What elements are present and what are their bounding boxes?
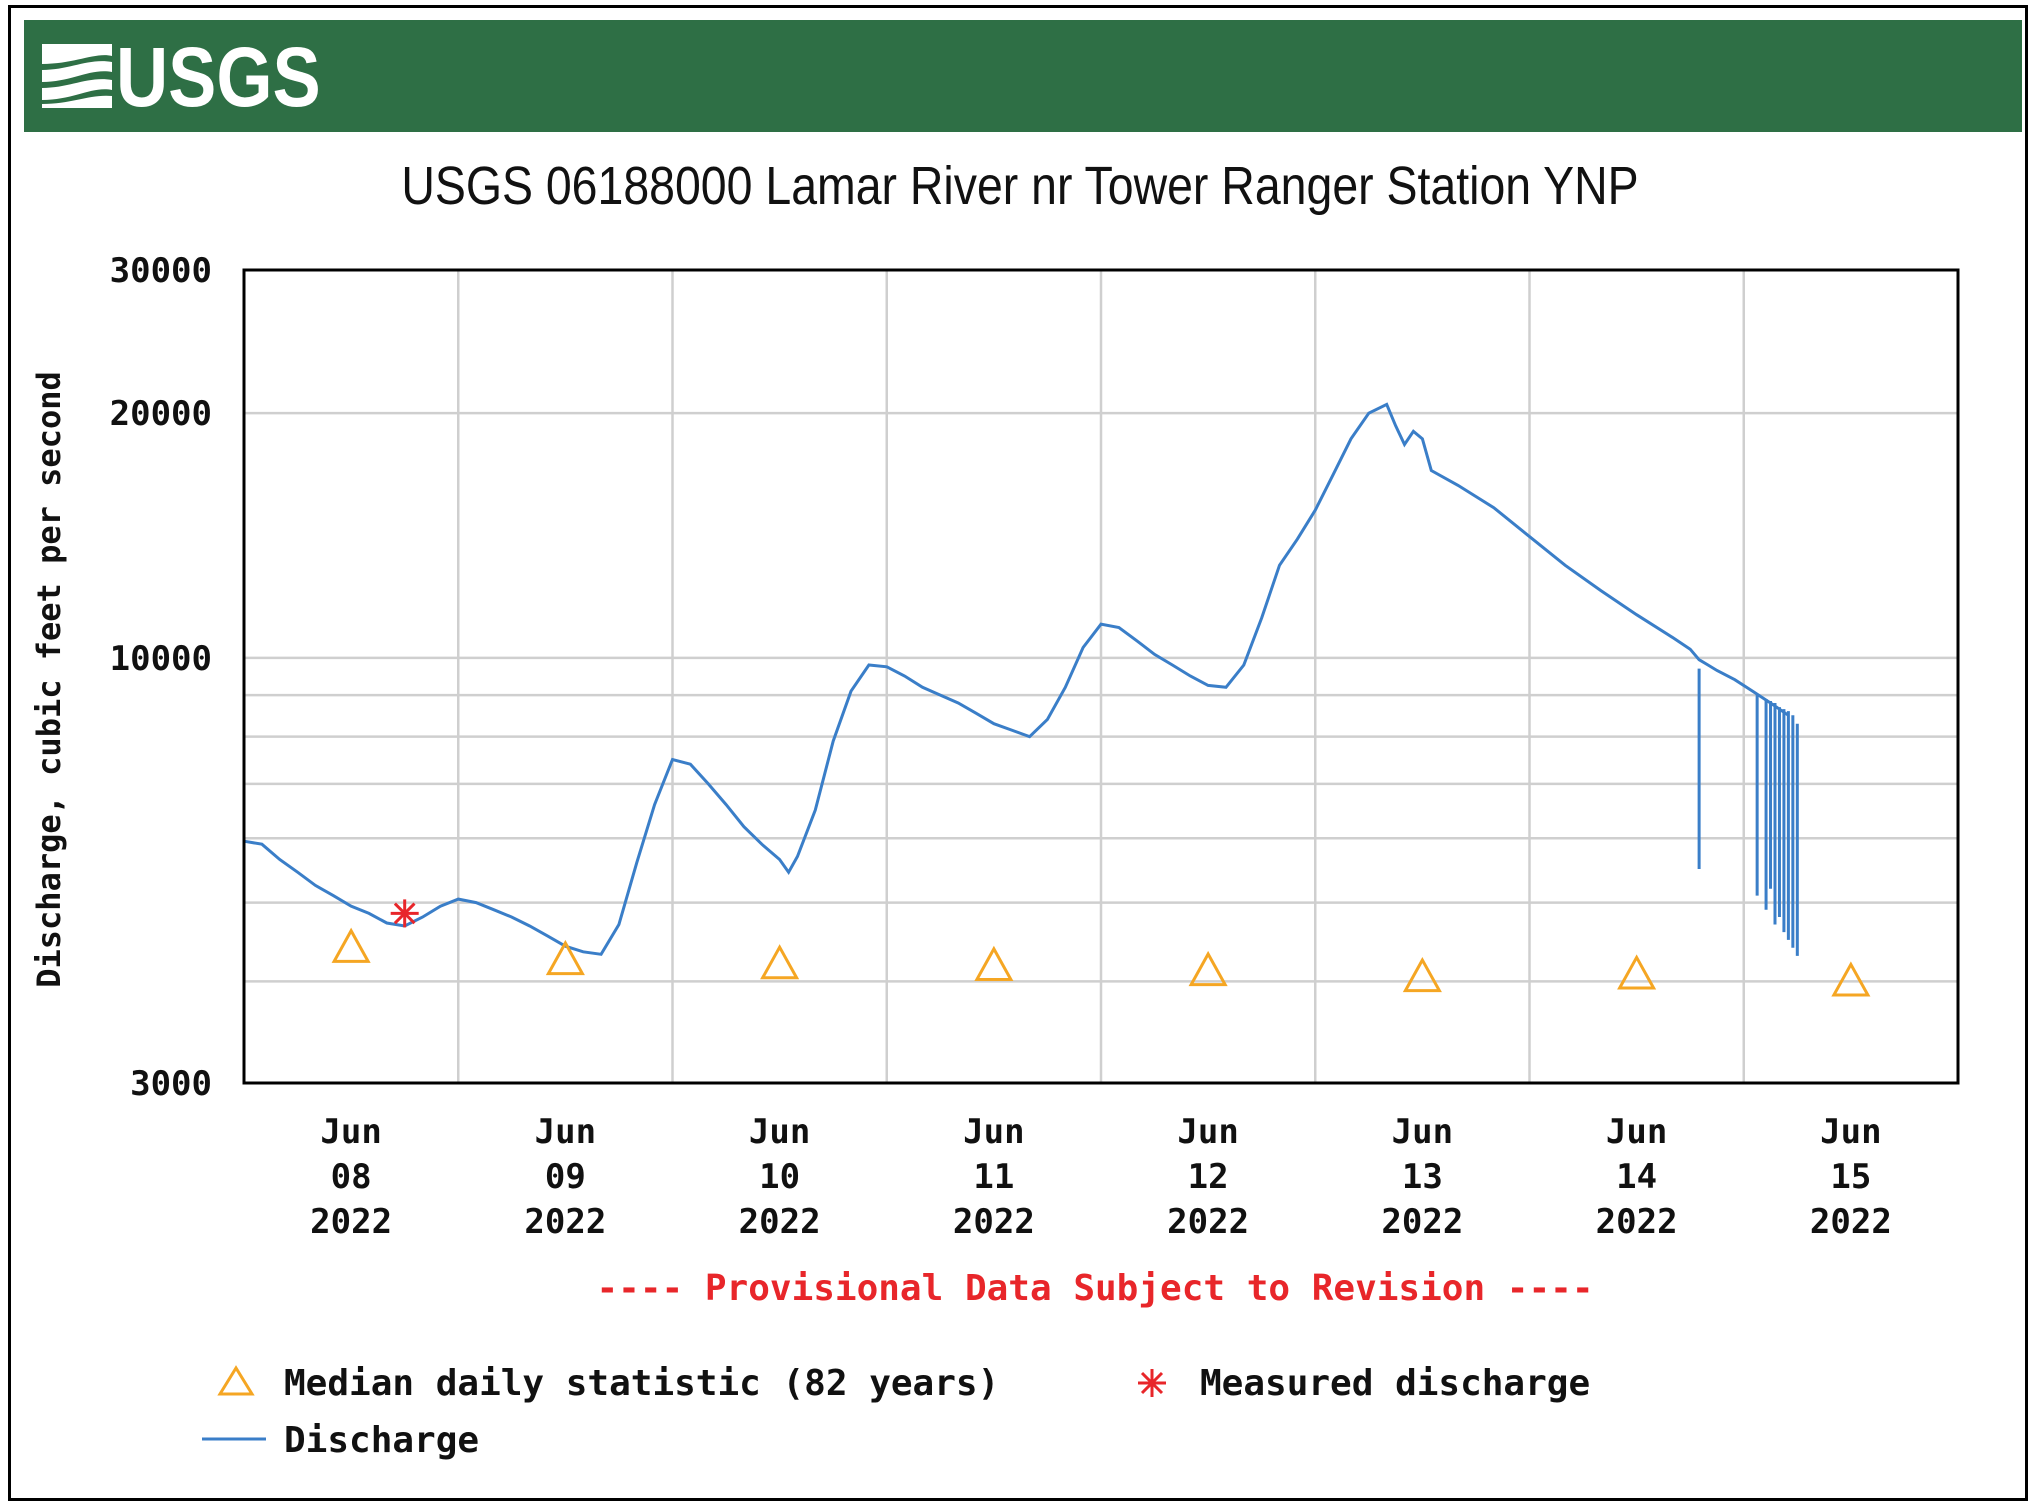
x-tick-label: 2022 [1596, 1202, 1678, 1242]
x-tick-label: Jun [1820, 1112, 1881, 1152]
x-tick-label: 13 [1402, 1157, 1443, 1197]
x-tick-label: Jun [1177, 1112, 1238, 1152]
median-triangle-marker [1402, 956, 1442, 993]
median-triangle-marker [1188, 950, 1228, 987]
x-tick-label: 2022 [310, 1202, 392, 1242]
y-tick-label: 30000 [110, 251, 212, 291]
usgs-logo-icon: USGS [42, 34, 321, 116]
x-tick-label: 2022 [953, 1202, 1035, 1242]
median-triangle-marker [545, 939, 585, 976]
legend-asterisk-icon [1138, 1369, 1166, 1397]
legend-label-median: Median daily statistic (82 years) [284, 1363, 999, 1404]
x-tick-label: 2022 [1810, 1202, 1892, 1242]
x-tick-label: 2022 [1381, 1202, 1463, 1242]
y-tick-label: 20000 [110, 394, 212, 434]
x-tick-label: 2022 [524, 1202, 606, 1242]
x-tick-label: 15 [1830, 1157, 1871, 1197]
x-tick-label: 12 [1188, 1157, 1229, 1197]
measured-discharge-marker [390, 899, 419, 928]
x-tick-label: 11 [973, 1157, 1014, 1197]
median-triangle-marker [974, 945, 1014, 981]
median-triangle-marker [1617, 954, 1657, 990]
provisional-note: ---- Provisional Data Subject to Revisio… [597, 1268, 1594, 1309]
y-tick-label: 10000 [110, 639, 212, 679]
chart-title: USGS 06188000 Lamar River nr Tower Range… [401, 156, 1639, 216]
y-axis-label: Discharge, cubic feet per second [30, 371, 68, 988]
usgs-logo-text: USGS [116, 34, 321, 116]
x-tick-label: 08 [331, 1157, 372, 1197]
usgs-banner [24, 20, 2022, 132]
legend-label-measured: Measured discharge [1200, 1363, 1590, 1404]
x-tick-label: Jun [535, 1112, 596, 1152]
discharge-line [243, 402, 1790, 956]
y-tick-label: 3000 [130, 1064, 212, 1104]
x-tick-label: 09 [545, 1157, 586, 1197]
legend-triangle-icon [217, 1365, 255, 1396]
median-triangle-marker [760, 944, 800, 980]
x-tick-label: Jun [963, 1112, 1024, 1152]
x-tick-label: 2022 [1167, 1202, 1249, 1242]
x-tick-label: 2022 [739, 1202, 821, 1242]
plot-border [242, 268, 1960, 1085]
x-tick-label: 10 [759, 1157, 800, 1197]
x-tick-label: Jun [749, 1112, 810, 1152]
x-tick-label: Jun [1606, 1112, 1667, 1152]
x-tick-label: 14 [1616, 1157, 1657, 1197]
legend-label-discharge: Discharge [284, 1420, 479, 1461]
median-triangle-marker [331, 927, 371, 963]
x-tick-label: Jun [1392, 1112, 1453, 1152]
x-tick-label: Jun [320, 1112, 381, 1152]
median-triangle-marker [1831, 961, 1871, 997]
